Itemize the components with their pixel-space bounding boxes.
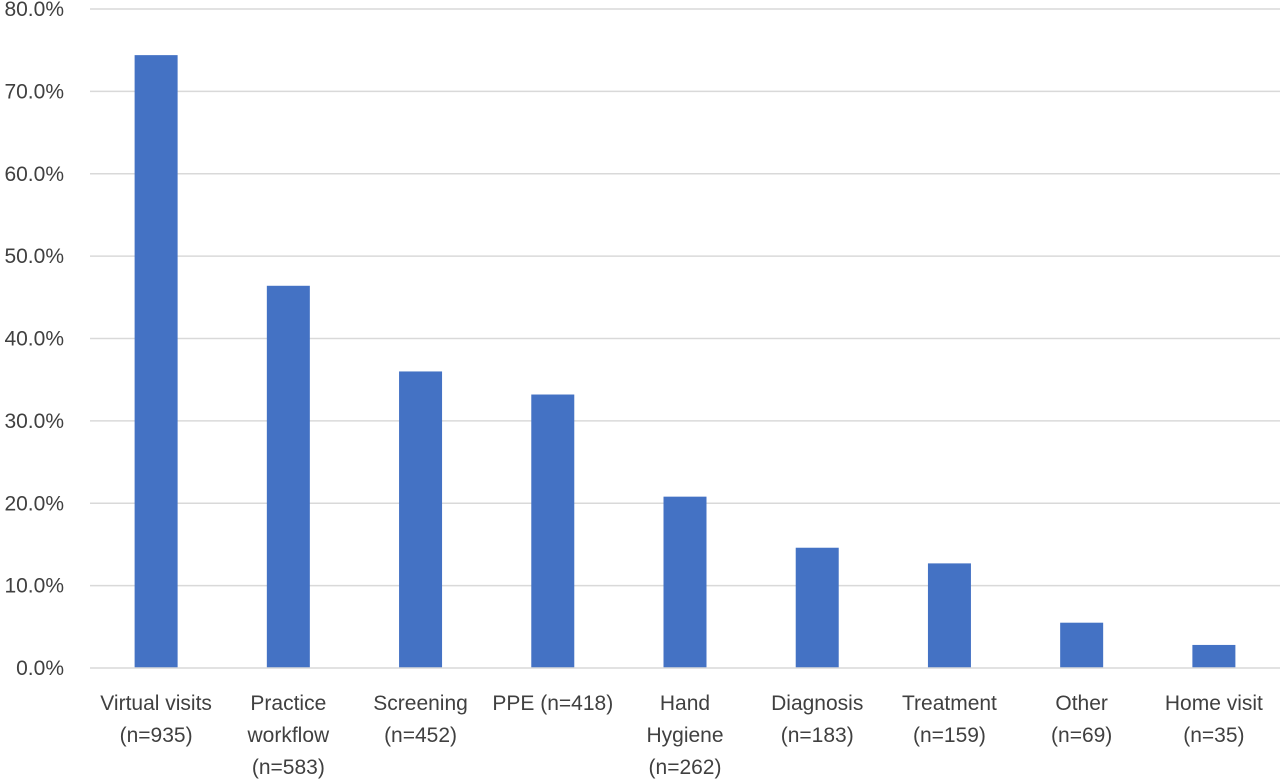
x-category-label-line: (n=159) <box>913 724 986 747</box>
x-category-label: Other (n=69) <box>1051 692 1112 747</box>
x-category-label-line: (n=452) <box>384 724 457 747</box>
bar <box>1192 644 1236 668</box>
bar <box>531 394 575 668</box>
x-category-label-line: workflow <box>246 724 330 747</box>
y-tick-label: 70.0% <box>4 80 64 103</box>
y-tick-label: 30.0% <box>4 410 64 433</box>
x-category-label: Diagnosis (n=183) <box>771 692 863 747</box>
x-category-label-line: (n=35) <box>1183 724 1244 747</box>
x-category-label: Screening (n=452) <box>373 692 468 747</box>
x-category-label: Virtual visits (n=935) <box>100 692 212 747</box>
x-axis-labels: Virtual visits (n=935) Practice workflow (n=… <box>100 692 1263 779</box>
y-tick-label: 50.0% <box>4 245 64 268</box>
y-tick-label: 10.0% <box>4 575 64 598</box>
x-category-label-line: Diagnosis <box>771 692 863 715</box>
x-category-label-line: (n=583) <box>252 756 325 779</box>
bar <box>266 285 310 668</box>
x-category-label-line: Practice <box>250 692 326 715</box>
x-category-label-line: PPE (n=418) <box>492 692 613 715</box>
x-category-label: Treatment (n=159) <box>902 692 997 747</box>
x-category-label-line: (n=262) <box>649 756 722 779</box>
bar <box>663 496 707 668</box>
x-category-label-line: Screening <box>373 692 468 715</box>
x-category-label: PPE (n=418) <box>492 692 613 715</box>
x-category-label: Hand Hygiene (n=262) <box>646 692 723 779</box>
bar <box>399 371 443 668</box>
y-axis-ticks: 0.0% 10.0% 20.0% 30.0% 40.0% 50.0% 60.0% 70.0% 8… <box>4 0 64 680</box>
bar <box>134 55 178 668</box>
x-category-label-line: (n=935) <box>120 724 193 747</box>
y-tick-label: 20.0% <box>4 492 64 515</box>
x-category-label-line: Hygiene <box>646 724 723 747</box>
x-category-label-line: Hand <box>660 692 710 715</box>
bar <box>1060 622 1104 668</box>
x-category-label-line: Home visit <box>1165 692 1263 715</box>
y-tick-label: 60.0% <box>4 163 64 186</box>
y-tick-label: 80.0% <box>4 0 64 21</box>
bar <box>795 547 839 668</box>
x-category-label: Practice workflow (n=583) <box>246 692 330 779</box>
x-category-label-line: (n=69) <box>1051 724 1112 747</box>
x-category-label-line: (n=183) <box>781 724 854 747</box>
bar <box>927 563 971 668</box>
x-category-label-line: Treatment <box>902 692 997 715</box>
x-category-label: Home visit (n=35) <box>1165 692 1263 747</box>
bars <box>134 55 1236 668</box>
x-category-label-line: Other <box>1055 692 1108 715</box>
y-tick-label: 0.0% <box>16 657 64 680</box>
x-category-label-line: Virtual visits <box>100 692 212 715</box>
y-tick-label: 40.0% <box>4 328 64 351</box>
